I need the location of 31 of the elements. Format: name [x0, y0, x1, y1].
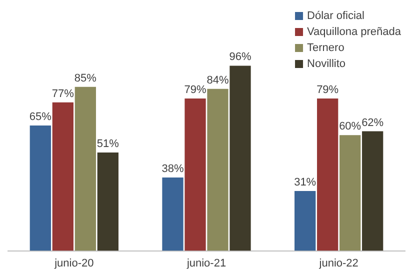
bar: [317, 98, 338, 251]
bar: [207, 88, 228, 251]
data-label: 85%: [74, 72, 97, 84]
data-label: 62%: [362, 116, 384, 129]
data-label: 65%: [29, 111, 52, 124]
legend-label: Vaquillona preñada: [307, 26, 402, 38]
data-label: 51%: [96, 138, 120, 150]
legend-label: Ternero: [307, 42, 344, 54]
bar: [184, 98, 206, 251]
bar: [362, 131, 384, 251]
data-label: 60%: [339, 120, 362, 133]
bar: [52, 102, 74, 251]
x-tick-label: junio-22: [318, 257, 358, 270]
x-tick-label: junio-21: [186, 257, 226, 270]
bar: [97, 152, 118, 251]
legend-label: Novillito: [307, 58, 346, 70]
data-label: 77%: [52, 88, 74, 100]
bar: [230, 66, 251, 251]
data-label: 84%: [206, 74, 229, 86]
data-label: 31%: [294, 176, 316, 189]
data-label: 79%: [184, 84, 206, 96]
legend-label: Dólar oficial: [307, 10, 364, 22]
data-label: 79%: [316, 84, 339, 96]
x-tick-label: junio-20: [54, 257, 94, 270]
bar: [162, 178, 184, 251]
bar: [340, 135, 361, 251]
bar: [30, 125, 51, 251]
data-label: 38%: [162, 163, 184, 176]
bar: [74, 86, 96, 251]
data-label: 96%: [229, 51, 252, 64]
bar: [294, 191, 316, 251]
